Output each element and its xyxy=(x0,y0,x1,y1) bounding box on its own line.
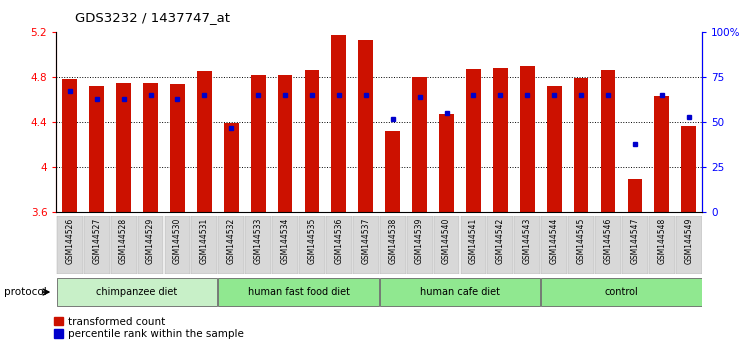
Bar xyxy=(654,96,669,212)
Text: GSM144542: GSM144542 xyxy=(496,218,505,264)
FancyBboxPatch shape xyxy=(407,216,433,274)
FancyBboxPatch shape xyxy=(326,216,351,274)
Bar xyxy=(439,114,454,212)
Bar xyxy=(681,126,696,212)
Text: human fast food diet: human fast food diet xyxy=(248,287,349,297)
Text: GSM144544: GSM144544 xyxy=(550,218,559,264)
FancyBboxPatch shape xyxy=(219,216,244,274)
FancyBboxPatch shape xyxy=(676,216,701,274)
Bar xyxy=(574,78,589,212)
Text: GSM144549: GSM144549 xyxy=(684,218,693,264)
FancyBboxPatch shape xyxy=(110,216,137,274)
FancyBboxPatch shape xyxy=(541,278,701,306)
FancyBboxPatch shape xyxy=(353,216,379,274)
FancyBboxPatch shape xyxy=(622,216,648,274)
Text: GSM144543: GSM144543 xyxy=(523,218,532,264)
Bar xyxy=(116,82,131,212)
FancyBboxPatch shape xyxy=(514,216,540,274)
FancyBboxPatch shape xyxy=(192,216,217,274)
Text: GSM144532: GSM144532 xyxy=(227,218,236,264)
FancyBboxPatch shape xyxy=(433,216,460,274)
FancyBboxPatch shape xyxy=(380,278,540,306)
Text: GDS3232 / 1437747_at: GDS3232 / 1437747_at xyxy=(75,11,230,24)
FancyBboxPatch shape xyxy=(460,216,487,274)
Text: GSM144548: GSM144548 xyxy=(657,218,666,264)
Bar xyxy=(628,178,642,212)
FancyBboxPatch shape xyxy=(595,216,621,274)
FancyBboxPatch shape xyxy=(84,216,110,274)
Bar xyxy=(170,84,185,212)
Bar xyxy=(412,77,427,212)
FancyBboxPatch shape xyxy=(272,216,298,274)
FancyBboxPatch shape xyxy=(541,216,567,274)
Bar xyxy=(197,72,212,212)
Text: GSM144547: GSM144547 xyxy=(630,218,639,264)
Text: human cafe diet: human cafe diet xyxy=(420,287,500,297)
Bar xyxy=(331,35,346,212)
FancyBboxPatch shape xyxy=(57,278,217,306)
FancyBboxPatch shape xyxy=(380,216,406,274)
Text: GSM144535: GSM144535 xyxy=(307,218,316,264)
Bar xyxy=(278,75,292,212)
FancyBboxPatch shape xyxy=(246,216,271,274)
Text: GSM144530: GSM144530 xyxy=(173,218,182,264)
Text: chimpanzee diet: chimpanzee diet xyxy=(96,287,178,297)
Bar xyxy=(62,79,77,212)
Text: protocol: protocol xyxy=(4,287,47,297)
Bar xyxy=(224,123,239,212)
FancyBboxPatch shape xyxy=(569,216,594,274)
Bar xyxy=(143,82,158,212)
Legend: transformed count, percentile rank within the sample: transformed count, percentile rank withi… xyxy=(54,317,243,339)
FancyBboxPatch shape xyxy=(299,216,325,274)
FancyBboxPatch shape xyxy=(487,216,513,274)
Text: GSM144538: GSM144538 xyxy=(388,218,397,264)
FancyBboxPatch shape xyxy=(137,216,164,274)
Text: GSM144536: GSM144536 xyxy=(334,218,343,264)
Text: GSM144527: GSM144527 xyxy=(92,218,101,264)
FancyBboxPatch shape xyxy=(219,278,379,306)
Text: GSM144539: GSM144539 xyxy=(415,218,424,264)
Text: GSM144546: GSM144546 xyxy=(604,218,613,264)
Text: GSM144531: GSM144531 xyxy=(200,218,209,264)
Bar xyxy=(251,75,266,212)
Text: GSM144526: GSM144526 xyxy=(65,218,74,264)
Bar xyxy=(89,86,104,212)
Text: GSM144537: GSM144537 xyxy=(361,218,370,264)
Text: GSM144541: GSM144541 xyxy=(469,218,478,264)
Bar xyxy=(466,69,481,212)
Text: GSM144528: GSM144528 xyxy=(119,218,128,264)
Bar xyxy=(358,40,373,212)
FancyBboxPatch shape xyxy=(649,216,674,274)
FancyBboxPatch shape xyxy=(164,216,190,274)
Bar xyxy=(493,68,508,212)
Text: GSM144540: GSM144540 xyxy=(442,218,451,264)
Bar xyxy=(520,66,535,212)
Bar xyxy=(305,70,319,212)
Bar xyxy=(601,70,615,212)
Bar xyxy=(547,86,562,212)
Text: GSM144545: GSM144545 xyxy=(577,218,586,264)
Text: GSM144529: GSM144529 xyxy=(146,218,155,264)
FancyBboxPatch shape xyxy=(57,216,83,274)
Bar xyxy=(385,131,400,212)
Text: GSM144534: GSM144534 xyxy=(281,218,290,264)
Text: GSM144533: GSM144533 xyxy=(254,218,263,264)
Text: control: control xyxy=(605,287,638,297)
